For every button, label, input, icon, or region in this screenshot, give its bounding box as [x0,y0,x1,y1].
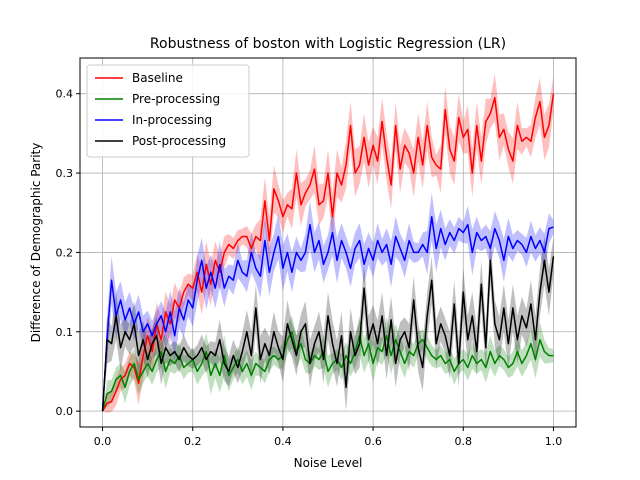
y-tick-label: 0.3 [56,167,74,180]
y-tick-label: 0.1 [56,326,74,339]
y-tick-label: 0.4 [56,88,74,101]
x-tick-label: 0.8 [455,435,473,448]
band-baseline [102,73,554,413]
band-post-processing [102,236,554,412]
legend: Baseline Pre-processing In-processing Post-… [86,64,250,158]
x-tick-label: 0.6 [364,435,382,448]
legend-label-pre-processing: Pre-processing [132,92,220,106]
x-tick-label: 1.0 [545,435,563,448]
line-baseline [101,93,555,412]
x-tick-label: 0.0 [94,435,112,448]
chart-title: Robustness of boston with Logistic Regre… [150,36,506,52]
y-tick-label: 0.2 [56,246,74,259]
axis-ticks: 0.0 0.2 0.4 0.6 0.8 1.0 0.0 0.1 0.2 0.3 0.4 [56,88,563,448]
legend-label-in-processing: In-processing [132,113,212,127]
x-tick-label: 0.2 [184,435,202,448]
legend-label-baseline: Baseline [132,71,183,85]
line-post-processing [101,256,555,412]
y-tick-label: 0.0 [56,405,74,418]
band-pre-processing [102,315,554,412]
confidence-bands [102,73,554,413]
plot-frame [79,57,577,428]
legend-box [86,64,250,158]
legend-label-post-processing: Post-processing [132,134,226,148]
line-in-processing [101,215,554,412]
series-lines [101,93,555,412]
x-axis-label: Noise Level [294,456,363,470]
y-axis-label: Difference of Demographic Parity [29,143,43,343]
band-in-processing [102,192,554,412]
x-tick-label: 0.4 [274,435,292,448]
